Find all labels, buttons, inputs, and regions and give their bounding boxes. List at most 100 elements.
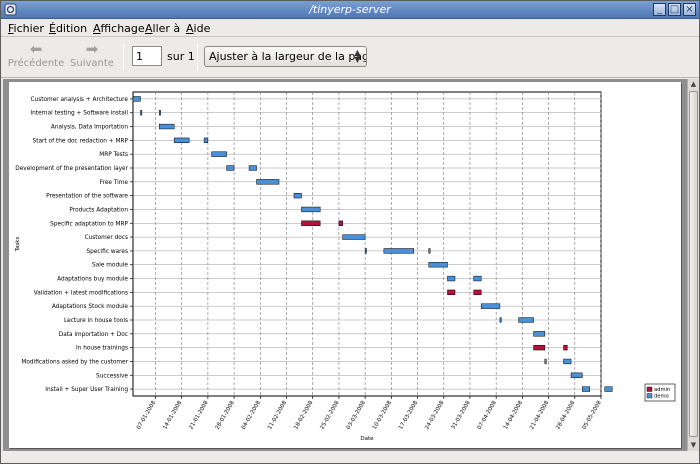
menu-affichage[interactable]: Affichage	[93, 22, 145, 35]
menu-fichier[interactable]: Fichier	[8, 22, 44, 35]
x-tick-label: 25-02-2008	[319, 400, 340, 431]
status-bar	[1, 451, 699, 463]
x-tick-label: 07-04-2008	[477, 400, 498, 431]
task-bar-admin	[338, 220, 343, 226]
legend-label-admin: admin	[654, 387, 670, 393]
x-tick-label: 21-01-2008	[188, 400, 209, 431]
task-label: Customer analysis + Architecture	[30, 97, 128, 103]
x-tick-label: 03-03-2008	[346, 400, 367, 431]
task-bar-demo	[480, 303, 501, 309]
menu-aller-a-label: ller à	[152, 22, 181, 35]
document-page: 07-01-2008 14-01-2008 21-01-2008 28-01-2008…	[9, 82, 681, 448]
legend-label-demo: demo	[654, 394, 669, 400]
minimize-icon[interactable]: _	[653, 3, 666, 16]
menu-aller-a[interactable]: Aller à	[145, 22, 180, 35]
plot-area	[132, 91, 602, 397]
task-bar-admin	[533, 344, 546, 351]
task-bar-admin	[563, 344, 568, 351]
zoom-select[interactable]: Ajuster à la largeur de la page ▲ ▼	[204, 46, 367, 67]
task-bar-demo	[158, 110, 161, 116]
menu-aide[interactable]: Aide	[186, 22, 210, 35]
task-bar-demo	[383, 248, 415, 254]
task-bar-admin	[301, 220, 321, 226]
x-tick-label: 24-03-2008	[424, 400, 445, 431]
toolbar: ⬅ Précédente ➡ Suivante sur 1 Ajuster à …	[1, 38, 699, 78]
menu-aide-label: ide	[193, 22, 211, 35]
next-page-label: Suivante	[70, 58, 114, 69]
x-tick-label: 18-02-2008	[293, 400, 314, 431]
x-tick-label: 07-01-2008	[136, 400, 157, 431]
task-bar-demo	[132, 96, 141, 102]
scroll-up-icon[interactable]: ▲	[690, 80, 697, 88]
window-title: /tinyerp-server	[309, 3, 391, 16]
legend-swatch-demo	[646, 393, 653, 399]
gantt-chart: 07-01-2008 14-01-2008 21-01-2008 28-01-2008…	[15, 91, 676, 442]
task-label: Development of the presentation layer	[15, 166, 128, 172]
scrollbar-thumb[interactable]	[689, 91, 698, 437]
task-bar-demo	[256, 179, 280, 185]
task-label: In house trainings	[76, 346, 128, 352]
task-bar-demo	[342, 234, 366, 240]
menu-edition-label: dition	[55, 22, 88, 35]
menu-fichier-mnemonic: F	[8, 22, 14, 35]
x-tick-label: 14-01-2008	[162, 400, 183, 431]
task-label: Specific wares	[86, 249, 128, 255]
task-bar-demo	[301, 206, 321, 213]
task-bar-demo	[428, 248, 431, 254]
x-tick-label: 11-02-2008	[267, 400, 288, 431]
task-bar-demo	[533, 331, 546, 337]
task-label: Validation + latest modifications	[34, 290, 128, 296]
task-bar-demo	[428, 262, 448, 268]
task-label: Adaptations buy module	[57, 277, 128, 283]
scroll-down-icon[interactable]: ▼	[690, 441, 697, 449]
task-bar-demo	[211, 151, 227, 157]
task-bar-demo	[604, 386, 613, 392]
task-bar-demo	[203, 137, 209, 144]
menu-affichage-label: ffichage	[100, 22, 145, 35]
x-tick-label: 28-01-2008	[215, 400, 236, 431]
task-bar-admin	[447, 289, 456, 296]
task-bar-demo	[544, 358, 547, 365]
task-label: Data importation + Doc	[59, 332, 128, 338]
menu-fichier-label: ichier	[13, 22, 44, 35]
task-bar-demo	[518, 317, 534, 323]
x-tick-label: 10-03-2008	[372, 400, 393, 431]
menu-aide-mnemonic: A	[186, 22, 194, 35]
arrow-right-icon: ➡	[85, 40, 99, 58]
x-tick-label: 05-05-2008	[582, 400, 603, 431]
task-label: Adaptations Stock module	[52, 304, 129, 310]
x-tick-label: 28-04-2008	[555, 400, 576, 431]
previous-page-button[interactable]: ⬅ Précédente	[7, 41, 65, 75]
menu-affichage-mnemonic: A	[93, 22, 101, 35]
task-label: Start of the doc redaction + MRP	[33, 138, 129, 144]
task-label: Lecture in house tools	[64, 318, 128, 324]
chevron-updown-icon: ▲ ▼	[354, 48, 361, 64]
x-tick-label: 04-02-2008	[241, 400, 262, 431]
arrow-left-icon: ⬅	[29, 40, 43, 58]
task-label: Internal testing + Software install	[30, 111, 128, 117]
maximize-icon[interactable]: □	[668, 3, 681, 16]
task-label: Specific adaptation to MRP	[50, 221, 128, 227]
task-bar-demo	[248, 165, 257, 171]
task-bar-demo	[499, 317, 502, 323]
task-bar-demo	[563, 358, 572, 365]
task-label: Free Time	[100, 180, 129, 186]
previous-page-label: Précédente	[7, 58, 65, 69]
legend-swatch-admin	[646, 386, 653, 392]
menu-edition[interactable]: Édition	[49, 22, 87, 35]
menu-bar: Fichier Édition Affichage Aller à Aide	[1, 20, 699, 37]
task-bar-demo	[140, 110, 143, 116]
task-bar-demo	[473, 275, 482, 282]
task-label: Analysis, Data Importation	[51, 125, 128, 131]
zoom-select-value: Ajuster à la largeur de la page	[209, 50, 367, 63]
x-tick-label: 31-03-2008	[451, 400, 472, 431]
task-bar-demo	[293, 192, 302, 199]
next-page-button[interactable]: ➡ Suivante	[63, 41, 121, 75]
document-viewport[interactable]: 07-01-2008 14-01-2008 21-01-2008 28-01-2008…	[3, 79, 687, 451]
close-icon[interactable]: ×	[683, 3, 696, 16]
page-number-input[interactable]	[132, 46, 162, 66]
vertical-scrollbar[interactable]: ▲ ▼	[687, 79, 699, 451]
task-bar-demo	[447, 275, 456, 282]
title-bar[interactable]: /tinyerp-server _ □ ×	[1, 1, 699, 19]
